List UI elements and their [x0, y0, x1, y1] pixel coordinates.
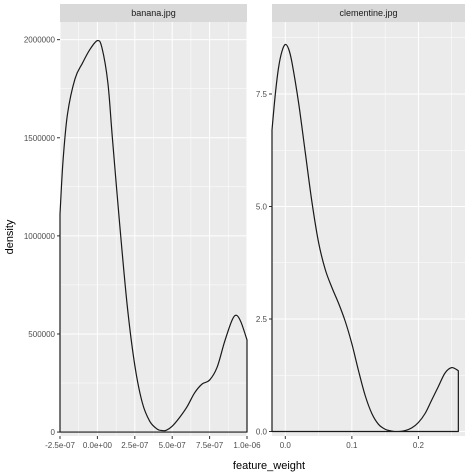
- y-tick-label: 7.5: [256, 90, 268, 99]
- facet-panel: banana.jpg -2.5e-07 0.0e+00 2.5e-07 5.0e-07 7…: [24, 4, 261, 450]
- x-tick-label: 5.0e-07: [159, 441, 187, 450]
- x-tick-label: 2.5e-07: [121, 441, 149, 450]
- density-curve: [59, 39, 248, 433]
- x-tick-label: 0.0: [280, 441, 292, 450]
- y-tick-label: 0.0: [256, 428, 268, 437]
- facet-panel: clementine.jpg 0.0 0.1 0.2 0.0 2.5 5.0 7.5: [256, 4, 465, 450]
- panel-background: [272, 22, 465, 436]
- y-tick-label: 2000000: [24, 36, 56, 45]
- x-tick-label: 0.0e+00: [83, 441, 113, 450]
- x-tick-label: 1.0e-06: [233, 441, 261, 450]
- y-tick-label: 5.0: [256, 203, 268, 212]
- y-tick-label: 1500000: [24, 134, 56, 143]
- x-tick-label: 0.1: [346, 441, 358, 450]
- y-tick-label: 0: [51, 428, 56, 437]
- y-tick-label: 500000: [28, 330, 55, 339]
- facet-strip: [272, 4, 465, 22]
- y-axis-title: density: [4, 219, 16, 254]
- facet-strip-label: banana.jpg: [131, 8, 176, 18]
- x-axis-title: feature_weight: [233, 460, 305, 472]
- y-tick-label: 1000000: [24, 232, 56, 241]
- y-tick-label: 2.5: [256, 315, 268, 324]
- facet-strip-label: clementine.jpg: [339, 8, 397, 18]
- x-tick-label: 0.2: [413, 441, 425, 450]
- density-curve: [271, 43, 459, 433]
- facet-strip: [60, 4, 247, 22]
- x-tick-label: -2.5e-07: [45, 441, 75, 450]
- x-tick-label: 7.5e-07: [196, 441, 224, 450]
